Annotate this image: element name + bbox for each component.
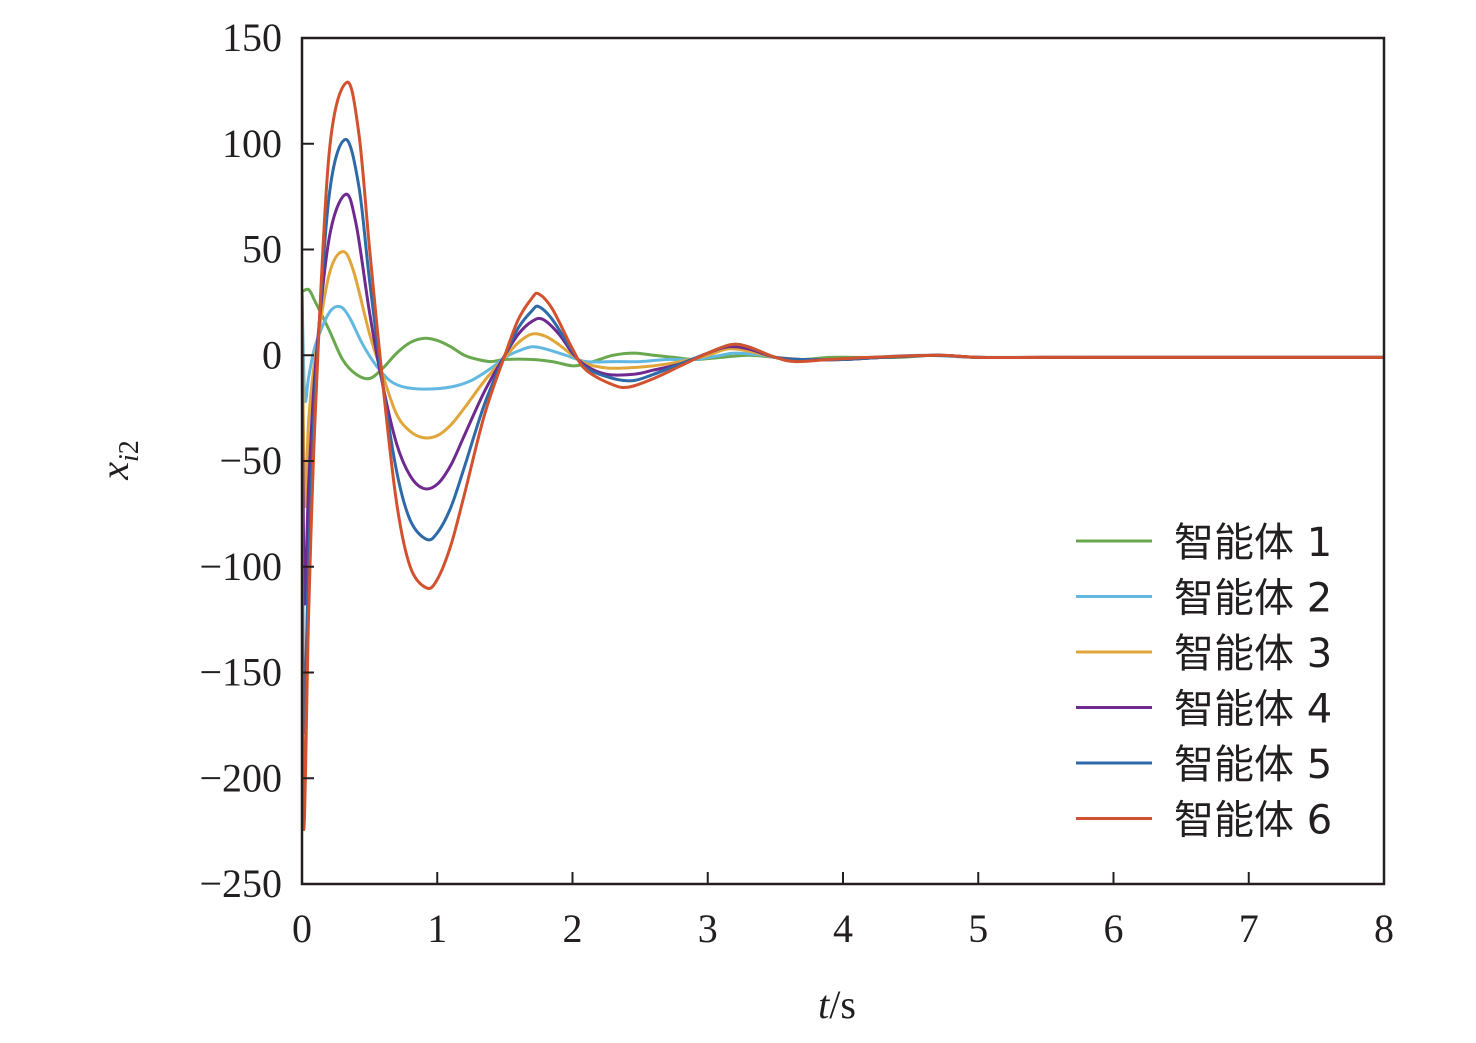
legend-label-5: 智能体 5 (1174, 742, 1332, 788)
x-tick-label-4: 4 (833, 906, 853, 951)
x-tick-label-7: 7 (1239, 906, 1259, 951)
series-line-2 (302, 290, 1384, 403)
x-tick-label-5: 5 (968, 906, 988, 951)
legend-label-3: 智能体 3 (1174, 631, 1332, 677)
y-tick-label-6: −150 (199, 650, 282, 695)
y-tick-label-1: 100 (222, 121, 282, 166)
x-tick-label-0: 0 (292, 906, 312, 951)
ticks-layer (301, 37, 1385, 885)
x-tick-label-3: 3 (698, 906, 718, 951)
tick-labels-layer: 0 1 2 3 4 5 6 7 8 150 100 50 0 −50 −100 −150 −200 −250 (199, 15, 1394, 951)
legend-label-4: 智能体 4 (1174, 687, 1332, 733)
y-tick-label-7: −200 (199, 755, 282, 800)
x-tick-label-2: 2 (563, 906, 583, 951)
x-tick-label-1: 1 (427, 906, 447, 951)
y-tick-label-0: 150 (222, 15, 282, 60)
y-tick-label-8: −250 (199, 861, 282, 906)
x-tick-label-6: 6 (1104, 906, 1124, 951)
series-line-1 (302, 287, 1384, 381)
legend-label-2: 智能体 2 (1174, 576, 1332, 622)
legend: 智能体 1 智能体 2 智能体 3 智能体 4 智能体 5 智能体 6 (1076, 520, 1332, 844)
axis-titles: t/s xi2 (92, 440, 856, 1027)
legend-label-6: 智能体 6 (1174, 798, 1332, 844)
y-tick-label-4: −50 (219, 438, 282, 483)
x-axis-title: t/s (818, 982, 856, 1027)
y-axis-title: xi2 (92, 440, 145, 481)
legend-label-1: 智能体 1 (1174, 520, 1332, 566)
y-tick-label-2: 50 (242, 227, 282, 272)
series-line-6 (302, 80, 1384, 831)
series-layer (302, 80, 1384, 831)
x-tick-label-8: 8 (1374, 906, 1394, 951)
y-tick-label-3: 0 (262, 332, 282, 377)
y-tick-label-5: −100 (199, 544, 282, 589)
